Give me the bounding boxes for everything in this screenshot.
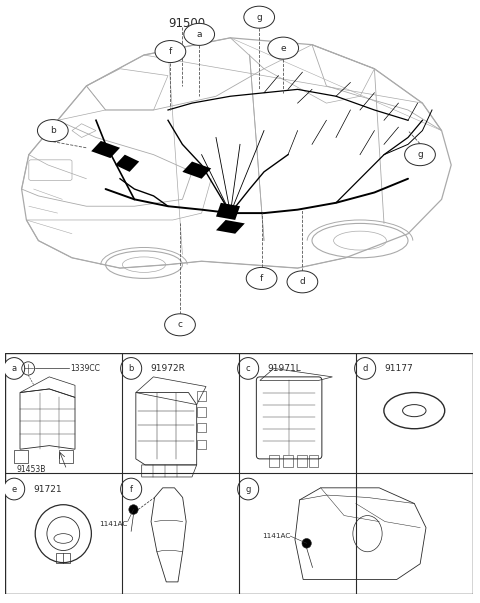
Text: g: g	[256, 13, 262, 22]
Bar	[197, 391, 206, 401]
Text: 1141AC: 1141AC	[99, 521, 128, 527]
Circle shape	[155, 40, 186, 63]
Circle shape	[129, 505, 138, 514]
Bar	[59, 450, 72, 463]
Circle shape	[165, 314, 195, 336]
Bar	[283, 455, 293, 467]
Polygon shape	[115, 154, 139, 172]
Circle shape	[120, 478, 142, 500]
Bar	[309, 455, 318, 467]
Polygon shape	[216, 203, 240, 220]
Text: 91500: 91500	[168, 17, 205, 30]
Text: e: e	[280, 43, 286, 52]
Text: c: c	[246, 364, 251, 373]
Circle shape	[244, 6, 275, 28]
Text: 91177: 91177	[384, 364, 413, 373]
Circle shape	[184, 24, 215, 45]
Text: b: b	[50, 126, 56, 135]
Circle shape	[246, 267, 277, 289]
Text: a: a	[196, 30, 202, 39]
Text: 91453B: 91453B	[16, 466, 46, 474]
Circle shape	[238, 478, 259, 500]
Text: f: f	[130, 485, 132, 493]
Text: 1141AC: 1141AC	[262, 533, 290, 539]
Circle shape	[238, 358, 259, 379]
Text: a: a	[12, 364, 17, 373]
Text: b: b	[129, 364, 134, 373]
Text: g: g	[417, 150, 423, 159]
Text: e: e	[12, 485, 17, 493]
Text: 91972R: 91972R	[150, 364, 185, 373]
Circle shape	[302, 538, 312, 548]
Bar	[197, 407, 206, 417]
Text: f: f	[169, 47, 172, 56]
Text: g: g	[245, 485, 251, 493]
Text: f: f	[260, 274, 263, 283]
Bar	[197, 440, 206, 449]
Circle shape	[4, 358, 24, 379]
Text: d: d	[362, 364, 368, 373]
Bar	[14, 450, 28, 463]
Circle shape	[287, 271, 318, 293]
Circle shape	[37, 119, 68, 142]
Bar	[269, 455, 278, 467]
Circle shape	[4, 478, 24, 500]
Bar	[56, 553, 70, 563]
Circle shape	[355, 358, 376, 379]
Circle shape	[268, 37, 299, 59]
Text: d: d	[300, 277, 305, 286]
Text: 1339CC: 1339CC	[71, 364, 100, 373]
Bar	[197, 423, 206, 432]
Text: c: c	[178, 320, 182, 329]
Text: 91971L: 91971L	[267, 364, 300, 373]
Polygon shape	[91, 141, 120, 158]
Circle shape	[405, 144, 435, 166]
Circle shape	[120, 358, 142, 379]
Text: 91721: 91721	[33, 485, 61, 493]
Bar	[297, 455, 307, 467]
Polygon shape	[182, 162, 211, 178]
Polygon shape	[216, 220, 245, 234]
